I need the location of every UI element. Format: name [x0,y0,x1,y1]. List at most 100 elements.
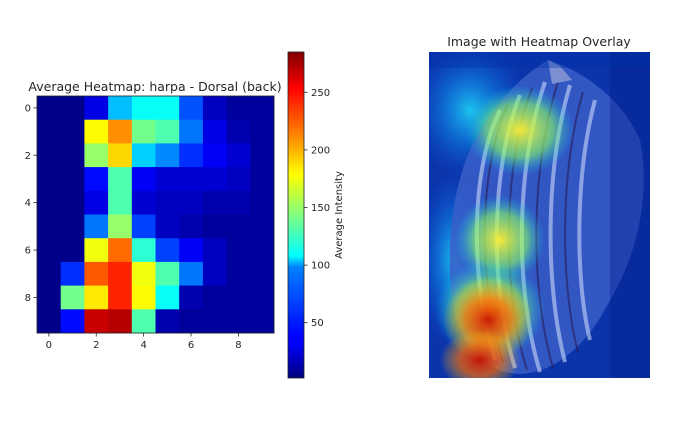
heatmap-cell-r2-c6 [179,143,204,168]
heatmap-cell-r8-c1 [60,285,85,310]
heatmap-cell-r3-c8 [226,167,251,192]
heatmap-cell-r3-c2 [84,167,109,192]
heatmap-cell-r8-c5 [155,285,180,310]
heatmap-cell-r0-c8 [226,96,251,121]
heatmap-cell-r8-c2 [84,285,109,310]
heatmap-cell-r4-c6 [179,190,204,215]
colorbar [287,51,305,379]
heatmap-cell-r2-c3 [108,143,133,168]
heatmap-cell-r5-c7 [202,214,227,239]
heatmap-cell-r7-c6 [179,261,204,286]
heatmap-cell-r8-c3 [108,285,133,310]
heatmap-cell-r3-c6 [179,167,204,192]
heatmap-cell-r6-c2 [84,238,109,263]
heatmap-cell-r4-c4 [131,190,156,215]
heatmap-cell-r5-c3 [108,214,133,239]
heatmap-cell-r5-c0 [37,214,62,239]
heatmap-cell-r2-c5 [155,143,180,168]
heatmap-cell-r0-c7 [202,96,227,121]
heatmap-cell-r2-c0 [37,143,62,168]
heatmap-cell-r4-c2 [84,190,109,215]
heatmap-cell-r1-c4 [131,119,156,144]
heatmap-cell-r9-c4 [131,309,156,334]
heatmap-cell-r9-c3 [108,309,133,334]
heatmap-cell-r8-c4 [131,285,156,310]
heatmap-cell-r0-c6 [179,96,204,121]
heatmap-frame [36,95,275,334]
heatmap-cell-r4-c9 [250,190,275,215]
heatmap-cell-r7-c0 [37,261,62,286]
heatmap-cell-r6-c7 [202,238,227,263]
heatmap-cell-r4-c7 [202,190,227,215]
x-tick-label: 6 [188,340,194,351]
heatmap-cell-r0-c4 [131,96,156,121]
heatmap-cell-r0-c9 [250,96,275,121]
heatmap-cell-r7-c4 [131,261,156,286]
heatmap-cell-r5-c2 [84,214,109,239]
colorbar-label: Average Intensity [334,171,345,259]
heatmap-cell-r6-c0 [37,238,62,263]
y-tick-label: 4 [25,198,31,209]
heatmap-cell-r0-c3 [108,96,133,121]
heatmap-cell-r9-c7 [202,309,227,334]
heatmap-cell-r9-c6 [179,309,204,334]
heatmap-cell-r2-c2 [84,143,109,168]
heatmap-y-ticks: 0 2 4 6 8 [25,103,37,304]
colorbar-tick-label: 50 [311,318,324,329]
x-tick-label: 4 [140,340,146,351]
heatmap-cell-r4-c0 [37,190,62,215]
heatmap-cell-r0-c5 [155,96,180,121]
x-tick-label: 8 [235,340,241,351]
heatmap-cell-r9-c5 [155,309,180,334]
heatmap-cell-r9-c1 [60,309,85,334]
heatmap-cell-r9-c8 [226,309,251,334]
heatmap-cell-r3-c3 [108,167,133,192]
colorbar-ticks: 50 100 150 200 250 [304,88,330,329]
heatmap-cell-r7-c8 [226,261,251,286]
x-tick-label: 2 [93,340,99,351]
heatmap-cell-r4-c5 [155,190,180,215]
heatmap-title: Average Heatmap: harpa - Dorsal (back) [28,79,281,94]
heatmap-cell-r1-c1 [60,119,85,144]
heatmap-cell-r0-c0 [37,96,62,121]
heatmap-cell-r1-c6 [179,119,204,144]
heatmap-cell-r9-c0 [37,309,62,334]
heatmap-cell-r3-c9 [250,167,275,192]
heatmap-cell-r8-c8 [226,285,251,310]
heatmap-cell-r7-c9 [250,261,275,286]
heatmap-cell-r2-c8 [226,143,251,168]
heatmap-cell-r6-c8 [226,238,251,263]
heatmap-cell-r8-c9 [250,285,275,310]
heatmap-cell-r6-c6 [179,238,204,263]
heatmap-cell-r1-c9 [250,119,275,144]
heatmap-cell-r0-c2 [84,96,109,121]
heatmap-cell-r6-c4 [131,238,156,263]
heatmap-cell-r8-c0 [37,285,62,310]
heatmap-cell-r5-c8 [226,214,251,239]
heatmap-cell-r4-c1 [60,190,85,215]
heatmap-cell-r5-c6 [179,214,204,239]
colorbar-tick-label: 200 [311,145,330,156]
heatmap-cell-r0-c1 [60,96,85,121]
colorbar-tick-label: 100 [311,261,330,272]
heatmap-cell-r1-c2 [84,119,109,144]
heatmap-cell-r9-c9 [250,309,275,334]
heatmap-cell-r7-c3 [108,261,133,286]
y-tick-label: 2 [25,151,31,162]
heatmap-cell-r1-c0 [37,119,62,144]
y-tick-label: 0 [25,103,31,114]
heatmap-cell-r6-c9 [250,238,275,263]
colorbar-tick-label: 150 [311,203,330,214]
overlay-image [429,52,650,378]
heatmap-cell-r5-c5 [155,214,180,239]
y-tick-label: 8 [25,293,31,304]
heatmap-cell-r7-c5 [155,261,180,286]
heatmap-cell-r8-c6 [179,285,204,310]
heatmap-cell-r7-c1 [60,261,85,286]
heatmap-cell-r4-c8 [226,190,251,215]
heatmap-cell-r7-c7 [202,261,227,286]
heatmap-cell-r2-c9 [250,143,275,168]
x-tick-label: 0 [46,340,52,351]
heatmap-cell-r6-c1 [60,238,85,263]
